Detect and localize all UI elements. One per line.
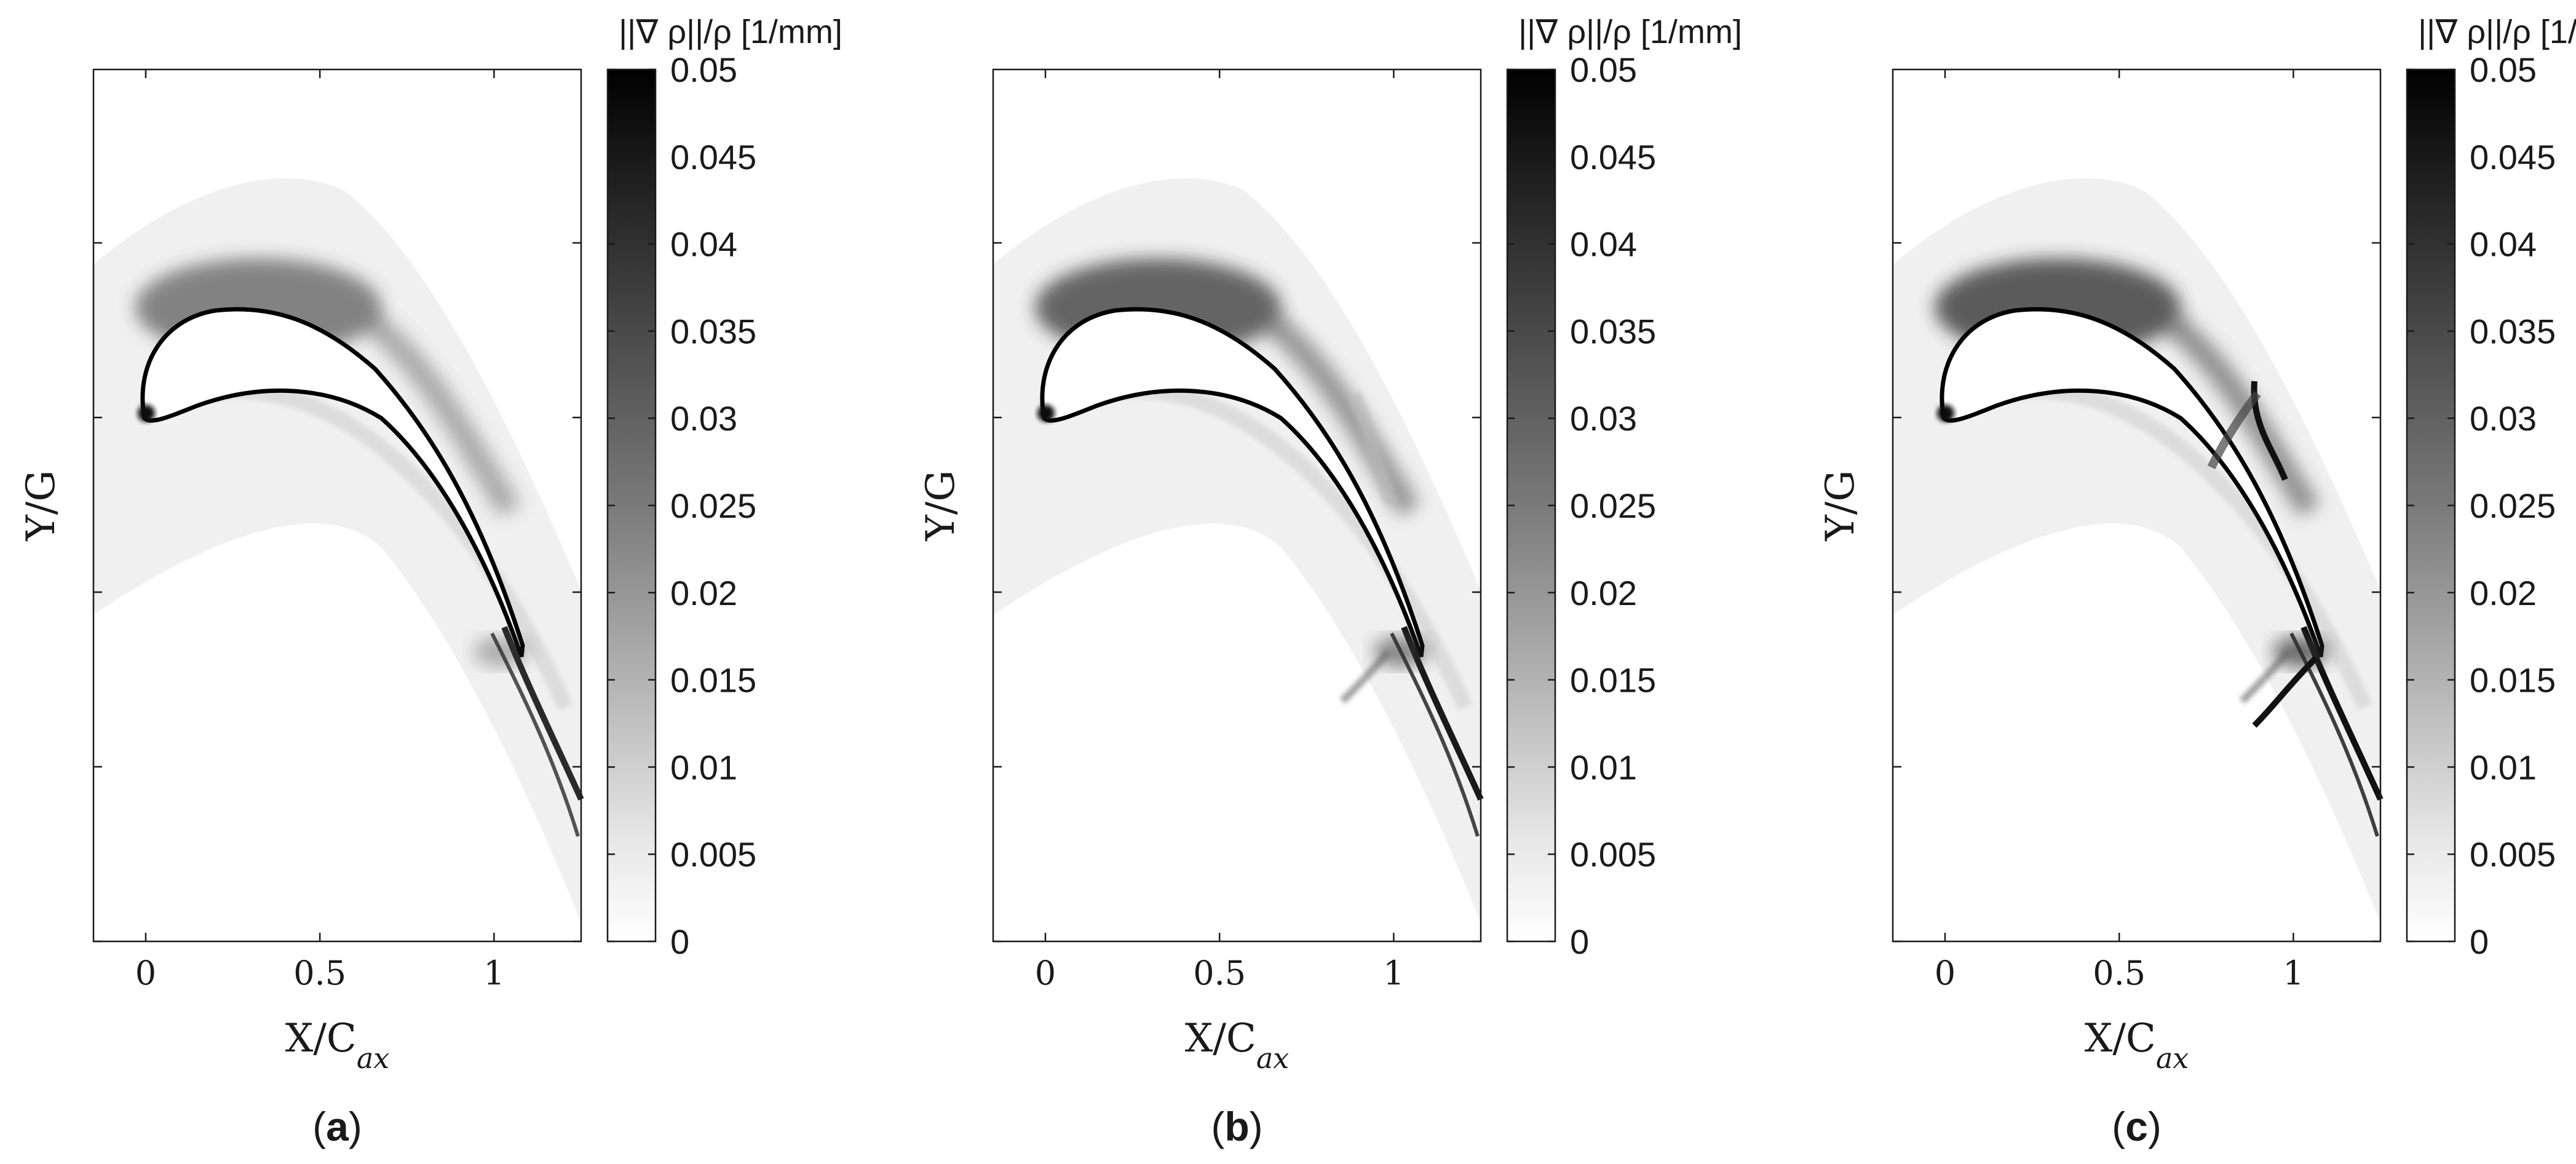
trailing-edge-oblique-shock [2239,649,2291,704]
x-tick-label: 0 [135,954,156,992]
caption-paren-close: ) [2148,1104,2162,1149]
colorbar-tick-label: 0.045 [1570,138,1656,176]
plot-frame [992,68,1482,943]
trailing-edge-shock [1373,636,1429,667]
caption-letter: b [1224,1104,1249,1149]
caption-paren-open: ( [2112,1104,2125,1149]
x-axis-label-main: X/C [285,1016,357,1061]
colorbar-tick-label: 0.03 [1570,399,1637,438]
x-axis-label-subscript: ax [357,1042,389,1075]
colorbar-tick-label: 0.02 [2470,574,2537,612]
colorbar-tick-label: 0.04 [1570,225,1637,264]
caption-letter: c [2125,1104,2148,1149]
x-tick-label: 0.5 [1193,954,1246,992]
colorbar-tick-label: 0.01 [670,748,737,786]
blade-airfoil [140,307,525,658]
x-axis-label-subscript: ax [1256,1042,1289,1075]
y-axis-label: Y/G [1818,470,1863,542]
colorbar-label: ||∇ ρ||/ρ [1/mm] [619,14,842,50]
x-axis-label-subscript: ax [2156,1042,2189,1075]
colorbar-tick-label: 0.025 [670,486,756,525]
colorbar-tick-label: 0 [2470,922,2489,961]
x-tick-label: 1 [1383,954,1404,992]
colorbar-tick-label: 0.035 [1570,312,1656,350]
colorbar-tick-label: 0.035 [670,312,756,350]
trailing-edge-shock [474,636,529,667]
suction-side-gradient [1261,310,1421,517]
colorbar-tick-label: 0.01 [1570,748,1637,786]
x-tick-label: 1 [2283,954,2304,992]
colorbar-tick-label: 0.035 [2470,312,2556,350]
colorbar-tick-label: 0.03 [670,399,737,438]
colorbar-tick-label: 0.05 [670,50,737,89]
contour-field [93,178,584,922]
colorbar-tick-label: 0.045 [2470,138,2556,176]
caption-paren-open: ( [312,1104,326,1149]
x-axis-label: X/Cax [2085,1016,2189,1075]
pressure-side-shock [2252,655,2318,728]
colorbar-tick-label: 0.01 [2470,748,2537,786]
suction-side-gradient [361,310,521,517]
y-axis-label: Y/G [18,470,64,542]
x-axis-label-main: X/C [2085,1016,2156,1061]
colorbar-tick-label: 0.015 [1570,661,1656,700]
y-axis-label: Y/G [918,470,964,542]
caption-paren-close: ) [349,1104,362,1149]
colorbar-tick-label: 0.03 [2470,399,2537,438]
colorbar-tick-label: 0.05 [1570,50,1637,89]
colorbar-tick-label: 0.02 [670,574,737,612]
colorbar-tick-label: 0.05 [2470,50,2537,89]
colorbar-tick-label: 0.015 [2470,661,2556,700]
colorbar-tick-label: 0.005 [2470,835,2556,874]
colorbar-tick-label: 0 [1570,922,1589,961]
leading-edge-marker [1037,405,1055,422]
contour-field [1893,178,2384,922]
blade-airfoil [1040,307,1425,658]
panel-b: 0 0.5 1 X/Cax Y/G 0 0.005 0.01 0.015 0.02 0.025 0.0… [918,14,1742,1149]
leading-edge-marker [1937,405,1954,422]
colorbar-tick-label: 0.04 [2470,225,2537,264]
suction-side-shock [1348,391,1398,507]
caption-paren-close: ) [1250,1104,1263,1149]
colorbar-tick-label: 0.025 [2470,486,2556,525]
caption-paren-open: ( [1211,1104,1224,1149]
panel-caption: (b) [1211,1104,1262,1149]
colorbar-tick-label: 0.005 [670,835,756,874]
x-tick-label: 0.5 [2093,954,2146,992]
trailing-edge-oblique-shock [1339,649,1392,704]
colorbar-tick-label: 0.015 [670,661,756,700]
colorbar-label: ||∇ ρ||/ρ [1/mm] [1518,14,1742,50]
x-tick-label: 1 [483,954,504,992]
plot-frame [1892,68,2382,943]
caption-letter: a [326,1104,349,1149]
x-tick-label: 0 [1035,954,1056,992]
blade-airfoil [1940,307,2324,658]
colorbar-tick-label: 0 [670,922,689,961]
colorbar-tick-label: 0.025 [1570,486,1656,525]
suction-side-shock-reflection [2207,390,2261,470]
contour-field [993,178,1484,922]
panel-caption: (a) [312,1104,362,1149]
x-tick-label: 0.5 [293,954,346,992]
panel-a: 0 0.5 1 X/Cax Y/G 0 0.005 0.01 0.015 0.02 0.025 0.0… [18,14,842,1149]
x-tick-label: 0 [1935,954,1956,992]
colorbar [1506,68,1556,943]
colorbar-tick-label: 0.005 [1570,835,1656,874]
colorbar-tick-label: 0.045 [670,138,756,176]
panel-c: 0 0.5 1 X/Cax Y/G 0 0.005 0.01 0.015 0.02 0.025 0.0… [1818,14,2576,1149]
plot-frame [92,68,582,943]
panel-caption: (c) [2112,1104,2162,1149]
x-axis-label-main: X/C [1185,1016,1256,1061]
colorbar-tick-label: 0.04 [670,225,737,264]
colorbar-label: ||∇ ρ||/ρ [1/mm] [2418,14,2576,50]
x-axis-label: X/Cax [1185,1016,1290,1075]
x-axis-label: X/Cax [285,1016,390,1075]
leading-edge-marker [138,405,155,422]
colorbar-tick-label: 0.02 [1570,574,1637,612]
